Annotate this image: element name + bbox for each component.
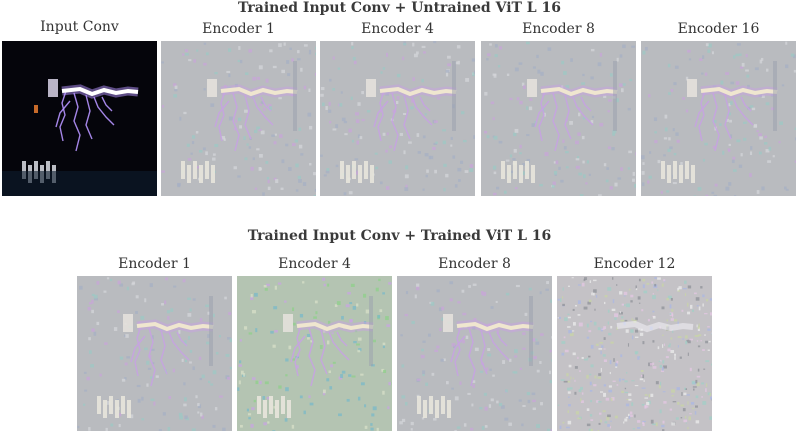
panel-caption: Encoder 16 — [677, 21, 760, 37]
row2-panel-encoder-8: Encoder 8 — [397, 254, 552, 431]
panel-caption: Encoder 8 — [522, 21, 595, 37]
panel-caption: Encoder 4 — [278, 256, 351, 272]
feature-map-image — [237, 276, 392, 431]
row2-panel-encoder-4: Encoder 4 — [237, 254, 392, 431]
feature-map-image — [557, 276, 712, 431]
row1-panel-encoder-8: Encoder 8 — [481, 19, 636, 196]
row1-panel-encoder-1: Encoder 1 — [161, 19, 316, 196]
panel-caption: Encoder 4 — [361, 21, 434, 37]
feature-map-image — [481, 41, 636, 196]
row1-panel-input-conv: Input Conv — [2, 19, 157, 196]
row1-title: Trained Input Conv + Untrained ViT L 16 — [237, 0, 562, 16]
row1-panel-encoder-4: Encoder 4 — [320, 19, 475, 196]
panel-caption: Encoder 12 — [593, 256, 676, 272]
feature-map-image — [2, 41, 157, 196]
panel-caption: Encoder 1 — [202, 21, 275, 37]
feature-map-image — [161, 41, 316, 196]
panel-caption: Encoder 8 — [438, 256, 511, 272]
feature-map-image — [77, 276, 232, 431]
feature-map-image — [397, 276, 552, 431]
row2-panel-encoder-12: Encoder 12 — [557, 254, 712, 431]
row1-panel-encoder-16: Encoder 16 — [641, 19, 796, 196]
feature-map-image — [641, 41, 796, 196]
panel-caption: Input Conv — [40, 19, 119, 35]
row2-title: Trained Input Conv + Trained ViT L 16 — [247, 228, 552, 244]
row2-panel-encoder-1: Encoder 1 — [77, 254, 232, 431]
feature-map-image — [320, 41, 475, 196]
panel-caption: Encoder 1 — [118, 256, 191, 272]
